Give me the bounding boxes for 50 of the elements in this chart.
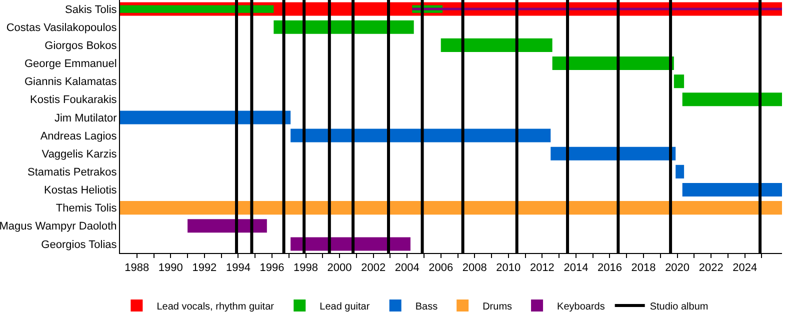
x-tick-label: 2014	[564, 262, 588, 274]
bar	[682, 182, 782, 197]
bar	[550, 146, 676, 160]
y-tick-label: Giorgos Bokos	[44, 40, 118, 52]
x-tick-label: 2004	[394, 262, 420, 274]
x-tick-label: 1998	[294, 262, 318, 274]
y-tick-label: Stamatis Petrakos	[28, 166, 118, 179]
legend-label: Keyboards	[557, 301, 605, 312]
x-tick-label: 2012	[530, 262, 554, 274]
bar	[120, 110, 291, 124]
x-tick-label: 2010	[496, 262, 521, 274]
x-tick-label: 2008	[462, 262, 487, 274]
x-tick-label: 1996	[260, 262, 284, 274]
x-tick-label: 2022	[698, 262, 724, 274]
y-tick-label: Themis Tolis	[56, 202, 118, 215]
y-tick-label: Costas Vasilakopoulos	[6, 22, 118, 34]
bar	[674, 74, 684, 88]
x-tick-label: 1994	[226, 262, 250, 274]
x-tick-label: 1990	[158, 262, 183, 274]
x-tick-label: 2002	[361, 262, 386, 274]
x-tick-label: 2006	[428, 262, 454, 274]
bar	[676, 164, 684, 178]
legend-label: Studio album	[650, 301, 708, 312]
legend-label: Bass	[415, 301, 438, 312]
y-tick-label: Georgios Tolias	[41, 238, 118, 251]
y-tick-label: Jim Mutilator	[54, 112, 118, 124]
x-tick-label: 2016	[598, 262, 622, 274]
bar	[188, 219, 267, 233]
y-tick-label: Kostis Foukarakis	[30, 94, 118, 106]
x-tick-label: 2020	[665, 262, 690, 274]
x-tick-label: 1988	[124, 262, 150, 274]
y-tick-label: Andreas Lagios	[40, 130, 118, 142]
x-tick-label: 2024	[732, 262, 758, 274]
bar	[552, 56, 674, 70]
y-tick-label: Kostas Heliotis	[44, 184, 118, 197]
legend-label: Lead guitar	[320, 301, 370, 312]
y-tick-label: Magus Wampyr Daoloth	[0, 220, 117, 233]
x-tick-label: 2000	[327, 262, 352, 274]
bar	[440, 38, 552, 52]
bar	[682, 92, 782, 106]
bar	[290, 128, 551, 142]
x-tick-label: 2018	[631, 262, 656, 274]
x-tick-label: 1992	[192, 262, 217, 274]
legend-label: Lead vocals, rhythm guitar	[156, 301, 275, 312]
bar	[120, 201, 782, 215]
y-tick-label: Giannis Kalamatas	[24, 76, 118, 88]
legend-label: Drums	[482, 301, 512, 312]
y-tick-label: George Emmanuel	[24, 58, 117, 70]
y-tick-label: Sakis Tolis	[65, 4, 118, 16]
y-tick-label: Vaggelis Karzis	[42, 148, 118, 160]
